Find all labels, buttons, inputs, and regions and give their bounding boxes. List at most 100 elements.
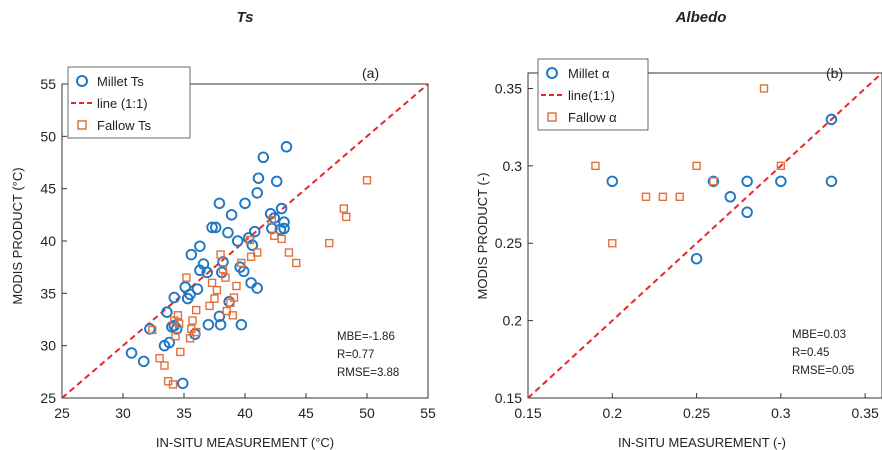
albedo-x-tick-label: 0.35	[852, 405, 879, 421]
albedo-millet-point	[741, 206, 753, 219]
ts-millet-point	[202, 318, 215, 331]
ts-millet-point	[185, 248, 198, 261]
ts-fallow-point	[277, 234, 286, 244]
ts-fallow-point	[232, 281, 241, 291]
legend-label-line-albedo: line(1:1)	[568, 88, 615, 103]
albedo-fallow-point	[776, 161, 786, 171]
ts-millet-point	[191, 283, 204, 295]
albedo-millet-point	[707, 175, 720, 188]
albedo-x-tick-label: 0.15	[514, 405, 541, 421]
ts-fallow-point	[188, 316, 197, 325]
albedo-tick-labels: 0.15 0.2 0.25 0.3 0.35 0.15 0.2 0.25 0.3 0.35	[495, 80, 879, 421]
ts-tick-labels: 25 30 35 40 45 50 55 25 30 35 40 45 50 55	[40, 76, 436, 421]
ts-millet-point	[275, 202, 288, 215]
ts-x-tick-label: 40	[237, 405, 253, 421]
albedo-x-tick-label: 0.25	[683, 405, 710, 421]
legend-marker-fallow-ts	[77, 120, 87, 130]
ts-millet-point	[161, 306, 173, 318]
stats-box-albedo: MBE=0.03 R=0.45 RMSE=0.05	[792, 329, 854, 377]
ts-millet-point	[194, 264, 206, 277]
legend-label-millet-albedo: Millet α	[568, 66, 610, 81]
albedo-marks	[528, 73, 882, 398]
ts-marks	[62, 84, 428, 398]
ts-fallow-point	[173, 311, 183, 320]
ts-fallow-point	[237, 258, 246, 268]
ts-fallow-point	[245, 235, 255, 245]
albedo-millet-point	[825, 113, 838, 126]
albedo-y-tick-label: 0.25	[495, 235, 522, 251]
stat-rmse-albedo: RMSE=0.05	[792, 365, 854, 377]
ts-fallow-point	[205, 301, 214, 311]
albedo-fallow-point	[675, 192, 684, 202]
ts-millet-point	[184, 288, 196, 301]
ts-millet-point	[270, 175, 283, 188]
ts-y-tick-label: 45	[40, 181, 56, 197]
ts-fallow-point	[207, 278, 217, 288]
ts-millet-point	[278, 216, 290, 228]
ts-x-tick-label: 25	[54, 405, 70, 421]
ts-axes	[61, 83, 429, 399]
ts-millet-point	[177, 377, 189, 390]
albedo-fallow-point	[658, 192, 668, 202]
ts-x-tick-label: 50	[359, 405, 375, 421]
stat-mbe-ts: MBE=-1.86	[337, 331, 395, 343]
ts-millet-point	[245, 277, 257, 289]
legend-ts: Millet Ts line (1:1) Fallow Ts	[67, 66, 191, 139]
ts-x-tick-label: 45	[298, 405, 314, 421]
albedo-fallow-point	[641, 192, 651, 202]
ts-fallow-point	[252, 248, 262, 257]
ts-y-tick-label: 50	[40, 128, 56, 144]
ts-fallow-point	[292, 258, 301, 268]
albedo-millet-point	[690, 252, 703, 265]
ts-fallow-point	[362, 176, 372, 185]
title-albedo: Albedo	[675, 9, 727, 26]
ts-fallow-point	[210, 294, 219, 303]
stat-mbe-albedo: MBE=0.03	[792, 329, 846, 341]
x-axis-label-ts: IN-SITU MEASUREMENT (°C)	[156, 435, 334, 450]
ts-fallow-point	[218, 265, 228, 274]
ts-millet-point	[280, 141, 293, 153]
legend-marker-millet-albedo	[546, 67, 558, 79]
y-axis-label-ts: MODIS PRODUCT (°C)	[10, 167, 25, 304]
ts-x-tick-label: 55	[420, 405, 436, 421]
albedo-millet-point	[775, 175, 787, 188]
albedo-y-tick-label: 0.2	[503, 313, 523, 329]
albedo-one-to-one-line	[528, 73, 882, 398]
ts-millet-point	[249, 225, 261, 238]
albedo-fallow-point	[709, 177, 718, 186]
ts-y-tick-label: 30	[40, 338, 56, 354]
panel-albedo: Albedo 0.15 0.2 0.25 0.3 0.350.150.20.250.30…	[475, 9, 882, 450]
albedo-millet-point	[825, 175, 838, 188]
ts-millet-point	[278, 222, 290, 235]
legend-label-fallow-albedo: Fallow α	[568, 110, 617, 125]
stat-r-ts: R=0.77	[337, 349, 374, 361]
ts-fallow-point	[174, 319, 184, 328]
ts-millet-point	[246, 239, 259, 251]
ts-millet-point	[194, 240, 206, 252]
ts-fallow-point	[212, 285, 222, 295]
ts-y-tick-label: 35	[40, 285, 56, 301]
ts-fallow-point	[229, 293, 239, 302]
ts-fallow-point	[185, 334, 195, 343]
ts-millet-point	[209, 221, 222, 234]
ts-y-tick-label: 25	[40, 390, 56, 406]
ts-fallow-point	[191, 327, 201, 337]
panel-ts: Ts 25 30 35 40 45 50 55 25 30 35 40 45 50 55 IN-SITU …	[10, 9, 436, 450]
ts-fallow-point	[191, 305, 201, 315]
ts-millet-point	[137, 355, 150, 368]
albedo-fallow-point	[759, 84, 769, 93]
legend-marker-fallow-albedo	[547, 112, 557, 122]
ts-millet-point	[168, 320, 180, 332]
ts-fallow-point	[168, 380, 178, 389]
albedo-y-tick-label: 0.3	[503, 158, 523, 174]
albedo-y-tick-label: 0.35	[495, 80, 522, 96]
ts-millet-point	[251, 282, 263, 294]
ts-x-tick-label: 35	[176, 405, 192, 421]
ts-millet-point	[252, 172, 265, 184]
ts-fallow-point	[324, 238, 334, 248]
panel-label-b: (b)	[826, 65, 843, 81]
ts-fallow-point	[267, 215, 277, 225]
title-ts: Ts	[237, 9, 254, 26]
albedo-millet-point	[724, 191, 737, 203]
